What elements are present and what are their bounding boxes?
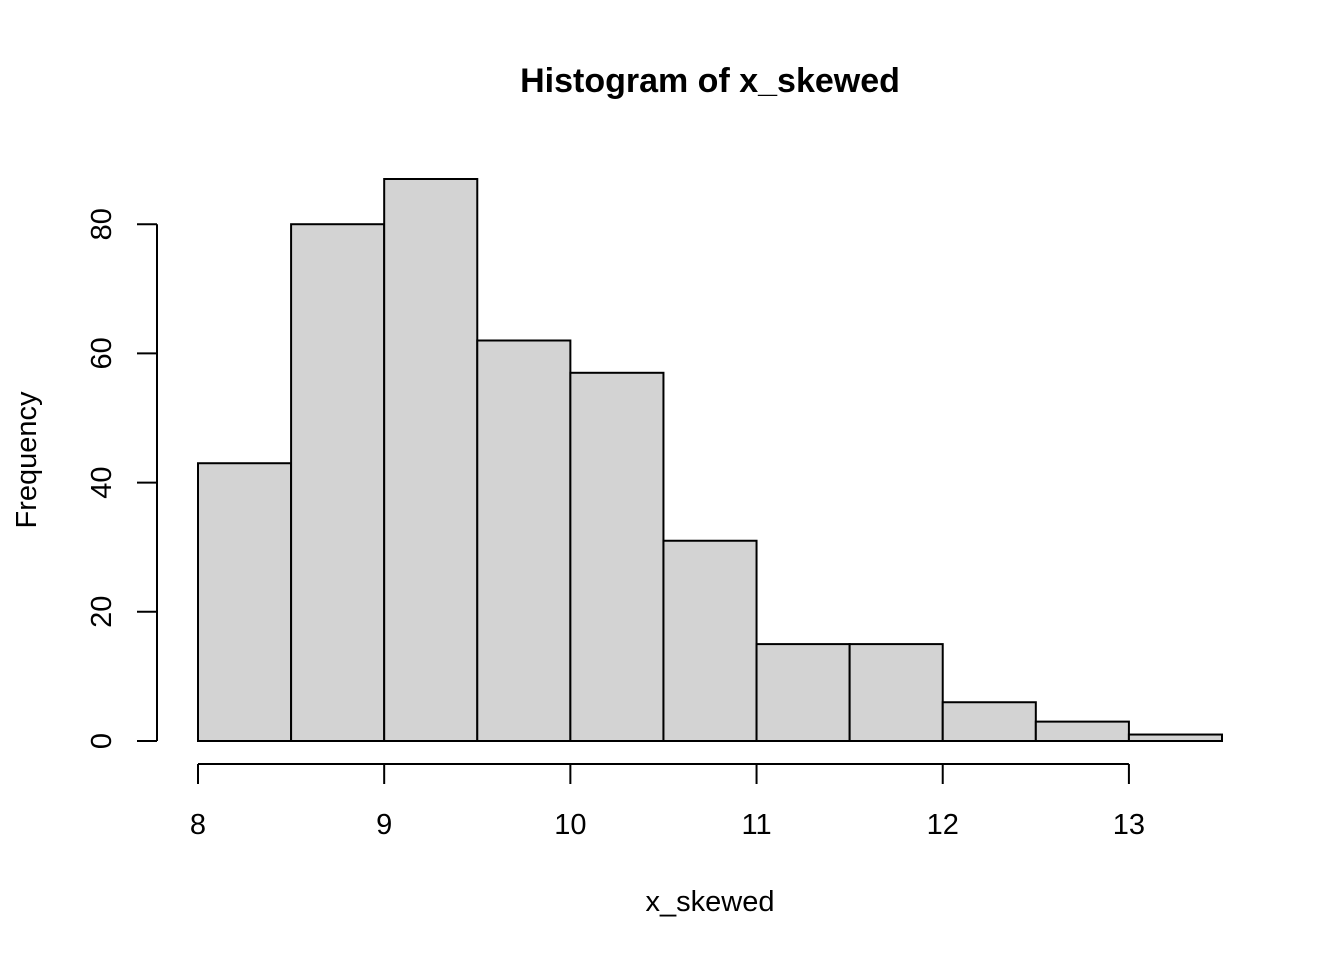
- histogram-bar-0: [197, 462, 293, 742]
- y-tick-label-4: 80: [86, 208, 118, 240]
- y-axis-label: Frequency: [11, 391, 43, 529]
- histogram-bar-1: [290, 223, 386, 742]
- histogram-bar-7: [848, 643, 944, 743]
- x-tick-label-3: 11: [741, 809, 771, 841]
- x-tick-label-0: 8: [190, 809, 206, 841]
- y-tick-label-3: 60: [86, 337, 118, 369]
- histogram-bar-4: [569, 371, 665, 742]
- x-tick-label-4: 12: [927, 809, 959, 841]
- y-tick-label-0: 0: [86, 733, 118, 749]
- x-tick-label-5: 13: [1113, 809, 1145, 841]
- histogram-bar-8: [941, 701, 1037, 743]
- histogram-bar-10: [1127, 733, 1223, 742]
- histogram-bar-2: [383, 178, 479, 742]
- y-tick-label-2: 40: [86, 466, 118, 498]
- histogram-bar-9: [1034, 720, 1130, 742]
- y-axis: 0 20 40 60 80: [86, 208, 158, 749]
- x-tick-label-2: 10: [554, 809, 586, 841]
- x-tick-label-1: 9: [376, 809, 392, 841]
- bars: [197, 178, 1223, 743]
- chart-title: Histogram of x_skewed: [520, 62, 900, 100]
- x-axis: 8 9 10 11 12 13: [190, 763, 1145, 841]
- histogram-bar-6: [755, 643, 851, 743]
- histogram-bar-5: [662, 539, 758, 742]
- x-axis-label: x_skewed: [646, 886, 775, 918]
- histogram-bar-3: [476, 339, 572, 742]
- y-tick-label-1: 20: [86, 596, 118, 628]
